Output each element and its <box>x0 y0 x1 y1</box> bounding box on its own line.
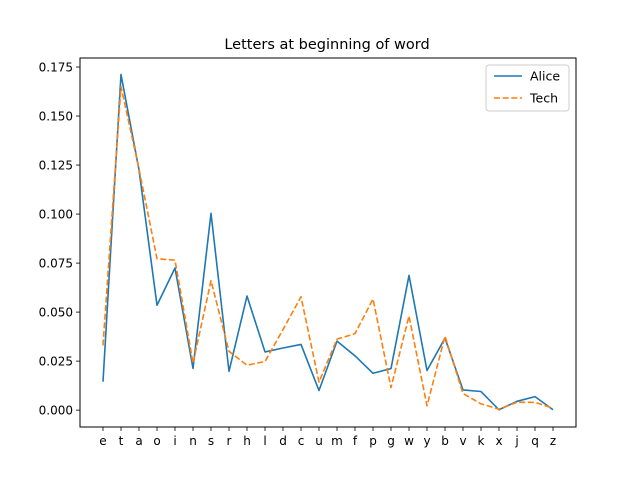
x-tick-label: g <box>387 434 395 448</box>
x-tick-label: d <box>279 434 287 448</box>
x-tick-label: y <box>423 434 430 448</box>
y-tick-label: 0.175 <box>39 60 73 74</box>
legend: Alice Tech <box>486 65 569 111</box>
y-tick-label: 0.125 <box>39 158 73 172</box>
x-tick-label: t <box>119 434 124 448</box>
x-tick-label: x <box>495 434 502 448</box>
y-tick-label: 0.100 <box>39 207 73 221</box>
x-tick-label: n <box>189 434 197 448</box>
x-tick-label: m <box>331 434 343 448</box>
x-tick-label: s <box>208 434 214 448</box>
x-tick-label: j <box>514 434 518 448</box>
x-tick-label: z <box>550 434 556 448</box>
chart-title: Letters at beginning of word <box>224 37 429 53</box>
x-tick-label: q <box>531 434 539 448</box>
x-tick-label: o <box>153 434 160 448</box>
x-tick-label: w <box>404 434 414 448</box>
x-tick-label: l <box>263 434 266 448</box>
y-tick-label: 0.050 <box>39 305 73 319</box>
x-tick-label: e <box>99 434 106 448</box>
x-tick-label: c <box>298 434 305 448</box>
x-tick-label: i <box>173 434 176 448</box>
x-tick-label: r <box>227 434 232 448</box>
x-tick-label: v <box>459 434 466 448</box>
x-tick-label: k <box>478 434 485 448</box>
x-tick-label: h <box>243 434 251 448</box>
x-tick-label: b <box>441 434 449 448</box>
x-tick-label: p <box>369 434 377 448</box>
legend-label-alice: Alice <box>530 69 560 84</box>
y-tick-label: 0.000 <box>39 403 73 417</box>
legend-label-tech: Tech <box>529 91 558 106</box>
x-tick-label: a <box>135 434 142 448</box>
x-tick-label: u <box>315 434 323 448</box>
y-tick-label: 0.075 <box>39 256 73 270</box>
y-tick-label: 0.150 <box>39 109 73 123</box>
y-tick-label: 0.025 <box>39 354 73 368</box>
